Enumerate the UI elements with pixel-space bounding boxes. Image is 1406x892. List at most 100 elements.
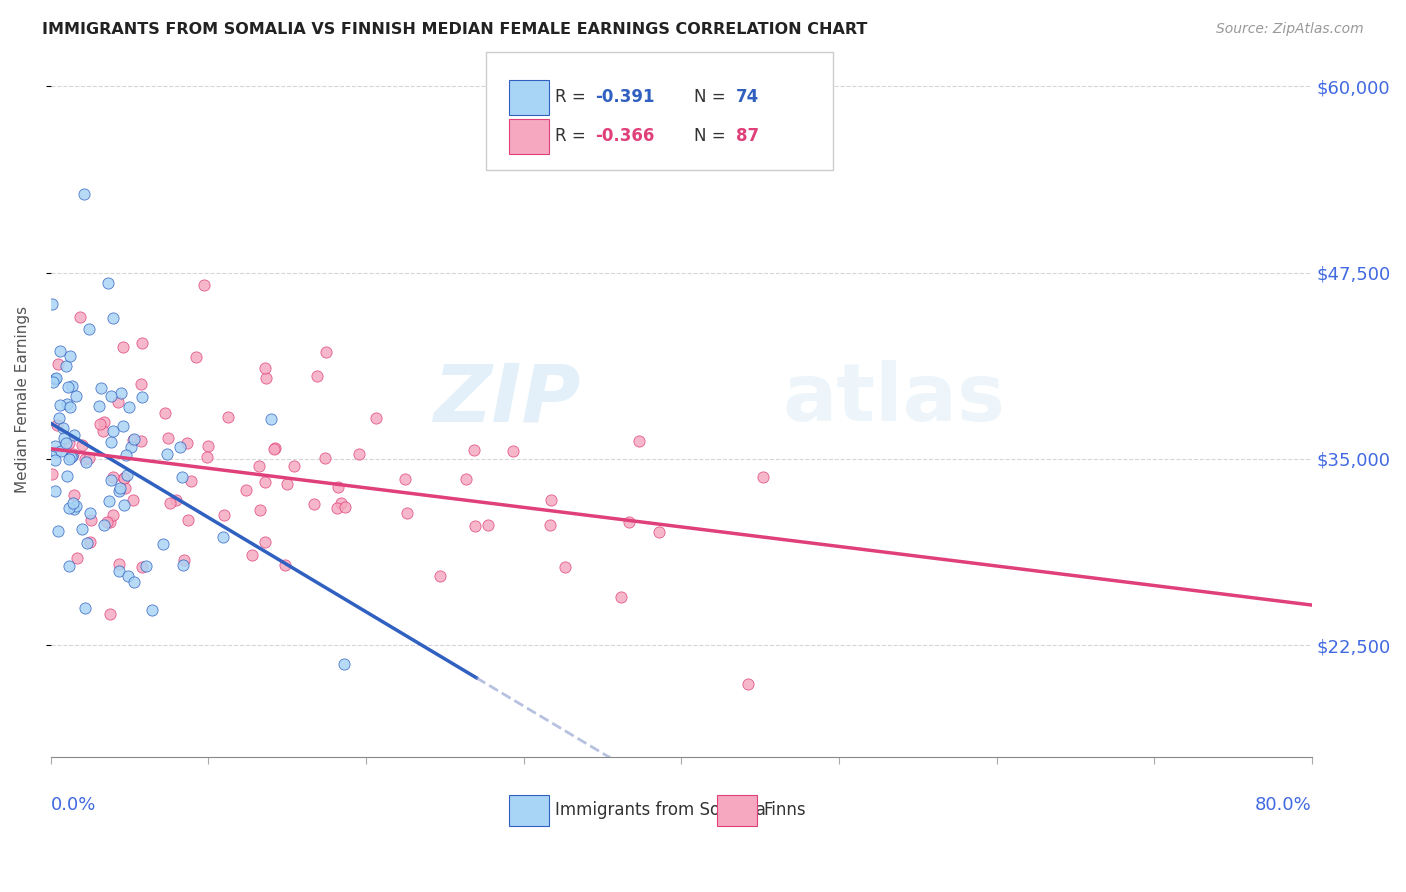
Point <box>100 435 122 450</box>
Point <box>263 442 285 456</box>
Point <box>79 506 101 520</box>
FancyBboxPatch shape <box>717 795 756 826</box>
Text: N =: N = <box>695 128 725 145</box>
Point <box>108 481 131 495</box>
Point <box>153 406 176 420</box>
Point <box>554 560 576 574</box>
Point <box>115 468 138 483</box>
Point <box>103 424 125 438</box>
Point <box>197 439 219 453</box>
Point <box>44 372 66 386</box>
Text: 80.0%: 80.0% <box>1256 796 1312 814</box>
Point <box>107 395 129 409</box>
Point <box>454 472 477 486</box>
Point <box>58 380 80 394</box>
Point <box>59 401 82 415</box>
Point <box>65 389 87 403</box>
Point <box>117 400 139 414</box>
Point <box>254 535 277 549</box>
Point <box>122 433 145 447</box>
Text: R =: R = <box>555 87 586 106</box>
Point <box>79 534 101 549</box>
Point <box>463 443 485 458</box>
Point <box>172 558 194 572</box>
Point <box>120 440 142 454</box>
Point <box>117 569 139 583</box>
Point <box>429 569 451 583</box>
Y-axis label: Median Female Earnings: Median Female Earnings <box>15 306 30 493</box>
Text: -0.366: -0.366 <box>596 128 655 145</box>
Point <box>254 371 277 385</box>
Point <box>212 508 235 523</box>
Point <box>131 335 153 350</box>
Point <box>41 467 63 481</box>
Point <box>157 431 180 445</box>
Point <box>66 550 89 565</box>
Point <box>135 559 157 574</box>
Point <box>52 421 75 435</box>
Point <box>463 519 485 533</box>
Point <box>112 471 135 485</box>
Point <box>112 471 135 485</box>
Point <box>212 530 235 544</box>
Point <box>100 389 122 403</box>
Point <box>80 513 103 527</box>
Point <box>752 470 775 484</box>
Point <box>253 361 276 376</box>
Point <box>49 344 72 359</box>
Point <box>41 297 63 311</box>
Point <box>75 455 97 469</box>
Point <box>394 472 416 486</box>
Point <box>107 564 129 578</box>
Point <box>276 476 298 491</box>
Point <box>58 451 80 466</box>
Text: 74: 74 <box>735 87 759 106</box>
Point <box>540 492 562 507</box>
Point <box>347 447 370 461</box>
Point <box>176 435 198 450</box>
Point <box>52 432 75 446</box>
Text: R =: R = <box>555 128 586 145</box>
Point <box>89 399 111 413</box>
Point <box>58 558 80 573</box>
Point <box>89 417 111 431</box>
Point <box>186 350 208 364</box>
Point <box>56 397 79 411</box>
Point <box>326 501 349 516</box>
Point <box>98 607 121 621</box>
Point <box>172 470 194 484</box>
Point <box>159 496 181 510</box>
Text: Source: ZipAtlas.com: Source: ZipAtlas.com <box>1216 22 1364 37</box>
Point <box>46 524 69 538</box>
FancyBboxPatch shape <box>486 53 832 170</box>
Point <box>195 450 218 464</box>
Point <box>502 443 524 458</box>
Point <box>110 386 132 401</box>
Point <box>283 459 305 474</box>
Point <box>247 458 270 473</box>
Point <box>45 370 67 384</box>
Point <box>65 500 87 514</box>
Point <box>122 433 145 447</box>
Text: -0.391: -0.391 <box>596 87 655 106</box>
Point <box>44 439 66 453</box>
Text: 0.0%: 0.0% <box>51 796 96 814</box>
Point <box>328 481 350 495</box>
Point <box>477 518 499 533</box>
Text: 87: 87 <box>735 128 759 145</box>
Point <box>737 677 759 691</box>
Point <box>141 603 163 617</box>
Point <box>307 368 329 383</box>
Point <box>48 411 70 425</box>
Point <box>63 502 86 516</box>
Point <box>90 381 112 395</box>
Point <box>100 473 122 487</box>
Text: atlas: atlas <box>782 360 1005 438</box>
Point <box>121 493 143 508</box>
Point <box>55 468 77 483</box>
Point <box>274 558 297 573</box>
Point <box>112 340 135 354</box>
Point <box>253 475 276 490</box>
Point <box>58 436 80 450</box>
Point <box>538 518 561 533</box>
